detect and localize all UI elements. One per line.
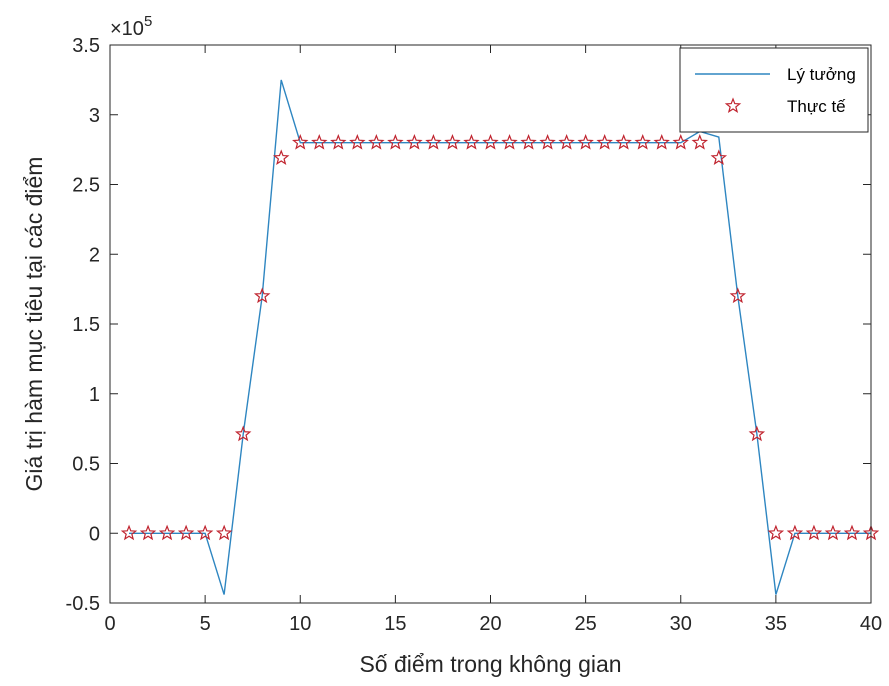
series-point-actual <box>501 133 518 150</box>
series-point-actual <box>272 149 290 166</box>
x-tick-label: 0 <box>104 613 115 635</box>
series-point-actual <box>824 524 842 541</box>
plot-area <box>110 45 871 603</box>
y-tick-label: 3 <box>89 105 100 127</box>
series-point-actual <box>215 524 233 541</box>
series-point-actual <box>463 133 480 150</box>
series-point-actual <box>311 133 328 150</box>
x-tick-label: 40 <box>860 613 882 635</box>
series-point-actual <box>691 133 709 150</box>
series-point-actual <box>843 524 861 541</box>
series-point-actual <box>729 287 747 304</box>
series-point-actual <box>520 133 537 150</box>
y-exponent-base: ×10 <box>110 18 144 40</box>
series-point-actual <box>596 133 613 150</box>
x-tick-label: 35 <box>765 613 787 635</box>
series-point-actual <box>177 524 195 541</box>
legend-box <box>679 47 869 133</box>
legend-label-ideal: Lý tưởng <box>787 65 856 84</box>
plot-frame <box>109 44 872 604</box>
y-axis-ticks: -0.5 0 0.5 1 1.5 2 2.5 3 3.5 <box>66 35 871 615</box>
series-point-actual <box>615 133 632 150</box>
y-tick-label: 1 <box>89 384 100 406</box>
y-tick-label: 0 <box>89 523 100 545</box>
x-tick-label: 25 <box>575 613 597 635</box>
series-point-actual <box>653 133 670 150</box>
legend-star-sample <box>724 97 742 114</box>
series-point-actual <box>139 524 157 541</box>
series-point-actual <box>234 425 252 442</box>
series-point-actual <box>786 524 804 541</box>
y-tick-label: 1.5 <box>72 314 100 336</box>
series-point-actual <box>539 133 556 150</box>
x-tick-label: 5 <box>200 613 211 635</box>
series-point-actual <box>672 133 689 150</box>
y-tick-label: 2 <box>89 244 100 266</box>
series-point-actual <box>558 133 575 150</box>
series-point-actual <box>710 149 728 166</box>
y-tick-label: 2.5 <box>72 175 100 197</box>
x-tick-label: 10 <box>289 613 311 635</box>
y-tick-label: 3.5 <box>72 35 100 57</box>
series-line-ideal <box>129 79 871 595</box>
series-point-actual <box>349 133 366 150</box>
series-point-actual <box>158 524 176 541</box>
x-axis-title: Số điểm trong không gian <box>359 651 621 677</box>
series-layer <box>120 79 880 595</box>
series-point-actual <box>482 133 499 150</box>
series-point-actual <box>330 133 347 150</box>
series-point-actual <box>368 133 385 150</box>
series-point-actual <box>120 524 138 541</box>
y-tick-label: 0.5 <box>72 454 100 476</box>
series-point-actual <box>767 524 785 541</box>
y-exponent-power: 5 <box>144 13 152 30</box>
series-point-actual <box>387 133 404 150</box>
series-point-actual <box>748 425 766 442</box>
series-point-actual <box>444 133 461 150</box>
y-tick-label: -0.5 <box>66 593 100 615</box>
series-point-actual <box>196 524 214 541</box>
series-point-actual <box>634 133 651 150</box>
legend-label-actual: Thực tế <box>787 97 846 116</box>
series-point-actual <box>577 133 594 150</box>
series-point-actual <box>253 287 271 304</box>
series-point-actual <box>805 524 823 541</box>
y-axis-title: Giá trị hàm mục tiêu tại các điểm <box>21 157 47 492</box>
x-tick-label: 30 <box>670 613 692 635</box>
series-point-actual <box>292 133 309 150</box>
legend: Lý tưởng Thực tế <box>679 47 869 133</box>
series-point-actual <box>406 133 423 150</box>
legend-star-marker <box>724 97 742 114</box>
x-tick-label: 15 <box>384 613 406 635</box>
series-point-actual <box>425 133 442 150</box>
x-tick-label: 20 <box>479 613 501 635</box>
y-exponent-label: ×105 <box>110 13 152 40</box>
x-axis-ticks: 0 5 10 15 20 25 30 35 40 <box>104 45 882 635</box>
